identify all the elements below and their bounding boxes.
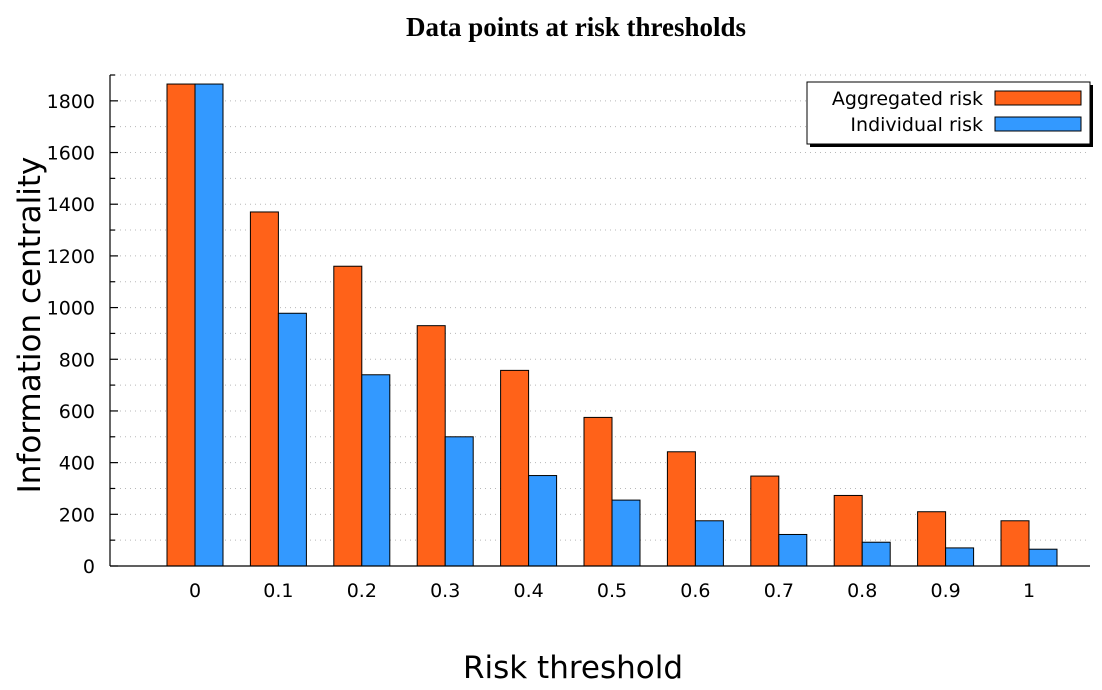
x-tick-label: 0.3 — [430, 580, 460, 602]
y-tick-label: 0 — [83, 556, 95, 578]
bar-aggregated-0.3 — [416, 325, 446, 567]
bars — [166, 83, 1058, 567]
bar-aggregated-0.2 — [333, 265, 363, 567]
legend-label: Aggregated risk — [832, 88, 983, 110]
bar-aggregated-0.1 — [249, 211, 279, 567]
bar-aggregated-0 — [166, 83, 196, 567]
x-tick-label: 0.8 — [847, 580, 877, 602]
legend-swatch — [994, 90, 1082, 106]
legend: Aggregated risk Individual risk — [806, 81, 1093, 147]
legend-label: Individual risk — [850, 114, 983, 136]
bar-aggregated-0.9 — [917, 511, 947, 567]
bar-individual-0.8 — [861, 541, 891, 567]
bar-individual-0 — [194, 83, 224, 567]
bar-aggregated-0.4 — [500, 369, 530, 567]
y-tick-label: 800 — [59, 349, 95, 371]
bar-individual-0.7 — [778, 533, 808, 567]
x-tick-label: 1 — [1023, 580, 1035, 602]
x-tick-label: 0.5 — [597, 580, 627, 602]
x-tick-label: 0.9 — [930, 580, 960, 602]
bar-aggregated-0.6 — [666, 451, 696, 567]
bar-individual-0.3 — [444, 436, 474, 567]
tick-labels: 0 0.1 0.2 0.3 0.4 0.5 0.6 0.7 0.8 0.9 1 0 200 400 600 8… — [47, 91, 1035, 602]
x-axis-label: Risk threshold — [463, 650, 683, 686]
bar-individual-0.2 — [361, 374, 391, 567]
bar-aggregated-0.7 — [750, 475, 780, 567]
bar-aggregated-1 — [1000, 520, 1030, 567]
y-tick-label: 1600 — [47, 143, 95, 165]
axes — [109, 74, 1090, 567]
bar-individual-0.4 — [528, 475, 558, 567]
bar-individual-0.9 — [945, 547, 975, 567]
x-tick-label: 0 — [189, 580, 201, 602]
y-tick-label: 1000 — [47, 298, 95, 320]
bar-individual-0.1 — [277, 312, 307, 567]
bar-aggregated-0.5 — [583, 416, 613, 567]
bar-aggregated-0.8 — [833, 494, 863, 567]
x-tick-label: 0.7 — [764, 580, 794, 602]
bar-individual-1 — [1028, 548, 1058, 567]
y-axis-label: Information centrality — [12, 157, 48, 494]
y-tick-label: 400 — [59, 453, 95, 475]
x-tick-label: 0.6 — [680, 580, 710, 602]
x-tick-label: 0.4 — [513, 580, 543, 602]
y-tick-label: 200 — [59, 504, 95, 526]
bar-individual-0.5 — [611, 499, 641, 567]
x-tick-label: 0.1 — [263, 580, 293, 602]
chart-title: Data points at risk thresholds — [406, 12, 746, 42]
x-tick-label: 0.2 — [347, 580, 377, 602]
y-tick-label: 1200 — [47, 246, 95, 268]
y-tick-label: 600 — [59, 401, 95, 423]
y-tick-label: 1800 — [47, 91, 95, 113]
bar-individual-0.6 — [694, 520, 724, 567]
legend-swatch — [994, 116, 1082, 132]
y-tick-label: 1400 — [47, 194, 95, 216]
